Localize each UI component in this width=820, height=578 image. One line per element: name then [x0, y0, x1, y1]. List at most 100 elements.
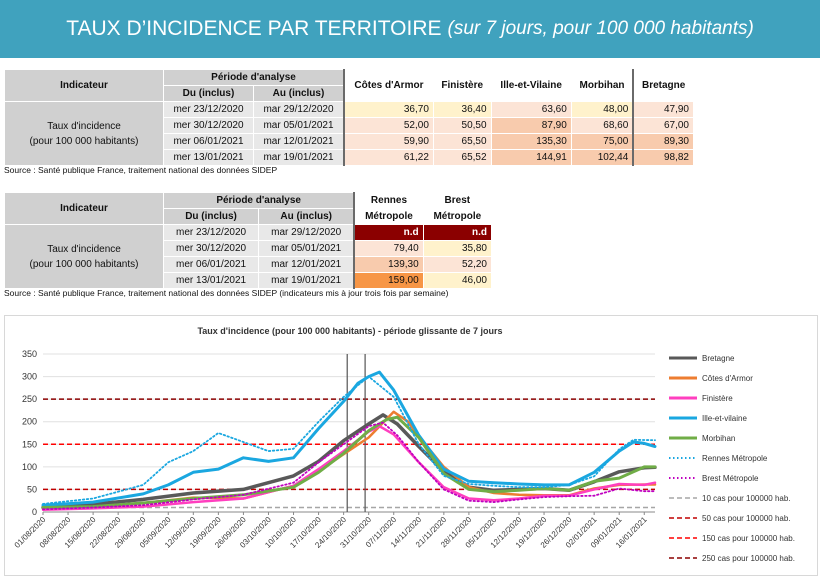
value-cell: 63,60	[490, 101, 572, 118]
date-to: mar 12/01/2021	[258, 256, 355, 273]
value-cell: 65,50	[432, 133, 492, 150]
banner-title: TAUX D’INCIDENCE PAR TERRITOIRE	[66, 17, 442, 40]
row-label: Taux d'incidence (pour 100 000 habitants)	[4, 224, 164, 289]
value-cell: 36,40	[432, 101, 492, 118]
series-line	[42, 421, 656, 511]
incidence-chart: Taux d'incidence (pour 100 000 habitants…	[4, 315, 818, 576]
col-header: Ille-et-Vilaine	[490, 69, 572, 102]
incidence-table-metropoles: Indicateur Période d'analyse Rennes Bres…	[4, 192, 493, 289]
header-du: Du (inclus)	[162, 208, 260, 225]
source-note: Source : Santé publique France, traiteme…	[4, 165, 278, 175]
table-row: Taux d'incidence (pour 100 000 habitants)…	[4, 101, 695, 166]
value-cell: 59,90	[342, 133, 434, 150]
legend-label: Ille-et-vilaine	[702, 414, 747, 423]
header-indicateur: Indicateur	[4, 192, 164, 225]
header-indicateur: Indicateur	[4, 69, 164, 102]
table-row: mer 13/01/2021 mar 19/01/2021 159,00 46,00	[5, 272, 493, 289]
table-row: mer 13/01/2021 mar 19/01/2021 61,22 65,52 14…	[5, 149, 695, 166]
series-line	[41, 424, 657, 511]
banner-subtitle: (sur 7 jours, pour 100 000 habitants)	[447, 18, 754, 39]
value-cell: 36,70	[342, 101, 434, 118]
legend-label: 150 cas pour 100000 hab.	[702, 534, 795, 543]
value-cell: 102,44	[570, 149, 634, 166]
legend-label: Brest Métropole	[702, 474, 759, 483]
date-from: mer 30/12/2020	[162, 240, 260, 257]
legend-label: Finistère	[702, 394, 733, 403]
header-periode: Période d'analyse	[163, 69, 345, 86]
y-tick-label: 300	[22, 372, 37, 382]
header-periode: Période d'analyse	[163, 192, 355, 209]
date-from: mer 06/01/2021	[163, 133, 254, 150]
col-header: Bretagne	[632, 69, 695, 102]
value-cell: 48,00	[570, 101, 634, 118]
value-cell: 87,90	[490, 117, 572, 134]
value-cell: n.d	[422, 224, 493, 241]
date-to: mar 05/01/2021	[258, 240, 355, 257]
value-cell: 65,52	[432, 149, 492, 166]
value-cell: 67,00	[632, 117, 695, 134]
col-header: Métropole	[353, 208, 424, 225]
header-au: Au (inclus)	[252, 85, 345, 102]
row-label-line: Taux d'incidence	[47, 120, 121, 132]
series-line	[41, 370, 657, 507]
line-chart-svg: Taux d'incidence (pour 100 000 habitants…	[13, 326, 795, 563]
row-label-line: (pour 100 000 habitants)	[29, 258, 139, 270]
value-cell: 98,82	[632, 149, 695, 166]
value-cell: 79,40	[353, 240, 424, 257]
title-banner: TAUX D’INCIDENCE PAR TERRITOIRE (sur 7 j…	[0, 0, 820, 58]
table-row: mer 30/12/2020 mar 05/01/2021 79,40 35,80	[5, 240, 493, 257]
col-header: Morbihan	[570, 69, 634, 102]
col-header: Métropole	[422, 208, 493, 225]
value-cell: 139,30	[353, 256, 424, 273]
date-to: mar 12/01/2021	[252, 133, 345, 150]
y-tick-label: 150	[22, 439, 37, 449]
chart-title: Taux d'incidence (pour 100 000 habitants…	[197, 326, 502, 336]
col-header: Côtes d'Armor	[342, 69, 434, 102]
value-cell: 52,00	[342, 117, 434, 134]
value-cell: 68,60	[570, 117, 634, 134]
legend-label: Rennes Métropole	[702, 454, 768, 463]
row-label: Taux d'incidence (pour 100 000 habitants)	[4, 101, 164, 166]
legend-label: Bretagne	[702, 354, 735, 363]
date-from: mer 30/12/2020	[163, 117, 254, 134]
value-cell: 47,90	[632, 101, 695, 118]
value-cell: 46,00	[422, 272, 493, 289]
source-note: Source : Santé publique France, traiteme…	[4, 288, 449, 298]
value-cell: n.d	[353, 224, 424, 241]
date-from: mer 23/12/2020	[162, 224, 260, 241]
y-tick-label: 200	[22, 417, 37, 427]
value-cell: 159,00	[353, 272, 424, 289]
legend-label: 250 cas pour 100000 hab.	[702, 554, 795, 563]
legend-label: 50 cas pour 100000 hab.	[702, 514, 791, 523]
y-tick-label: 100	[22, 462, 37, 472]
series-line	[42, 375, 656, 505]
value-cell: 35,80	[422, 240, 493, 257]
value-cell: 135,30	[490, 133, 572, 150]
date-to: mar 19/01/2021	[258, 272, 355, 289]
value-cell: 89,30	[632, 133, 695, 150]
date-from: mer 13/01/2021	[162, 272, 260, 289]
row-label-line: Taux d'incidence	[47, 243, 121, 255]
header-du: Du (inclus)	[163, 85, 254, 102]
table-row: mer 06/01/2021 mar 12/01/2021 59,90 65,50 13…	[5, 133, 695, 150]
date-to: mar 19/01/2021	[252, 149, 345, 166]
series-line	[41, 413, 657, 510]
date-to: mar 29/12/2020	[252, 101, 345, 118]
header-au: Au (inclus)	[258, 208, 355, 225]
date-from: mer 23/12/2020	[163, 101, 254, 118]
col-header: Rennes	[353, 192, 424, 209]
y-tick-label: 50	[27, 484, 37, 494]
col-header: Brest	[422, 192, 493, 209]
table-row: Taux d'incidence (pour 100 000 habitants)…	[4, 224, 493, 289]
legend-label: Côtes d'Armor	[702, 374, 753, 383]
legend-label: 10 cas pour 100000 hab.	[702, 494, 791, 503]
date-from: mer 06/01/2021	[162, 256, 260, 273]
value-cell: 144,91	[490, 149, 572, 166]
y-tick-label: 0	[32, 507, 37, 517]
row-label-line: (pour 100 000 habitants)	[29, 135, 139, 147]
date-to: mar 29/12/2020	[258, 224, 355, 241]
date-to: mar 05/01/2021	[252, 117, 345, 134]
value-cell: 50,50	[432, 117, 492, 134]
legend-label: Morbihan	[702, 434, 735, 443]
incidence-table-departements: Indicateur Période d'analyse Côtes d'Arm…	[4, 69, 695, 166]
